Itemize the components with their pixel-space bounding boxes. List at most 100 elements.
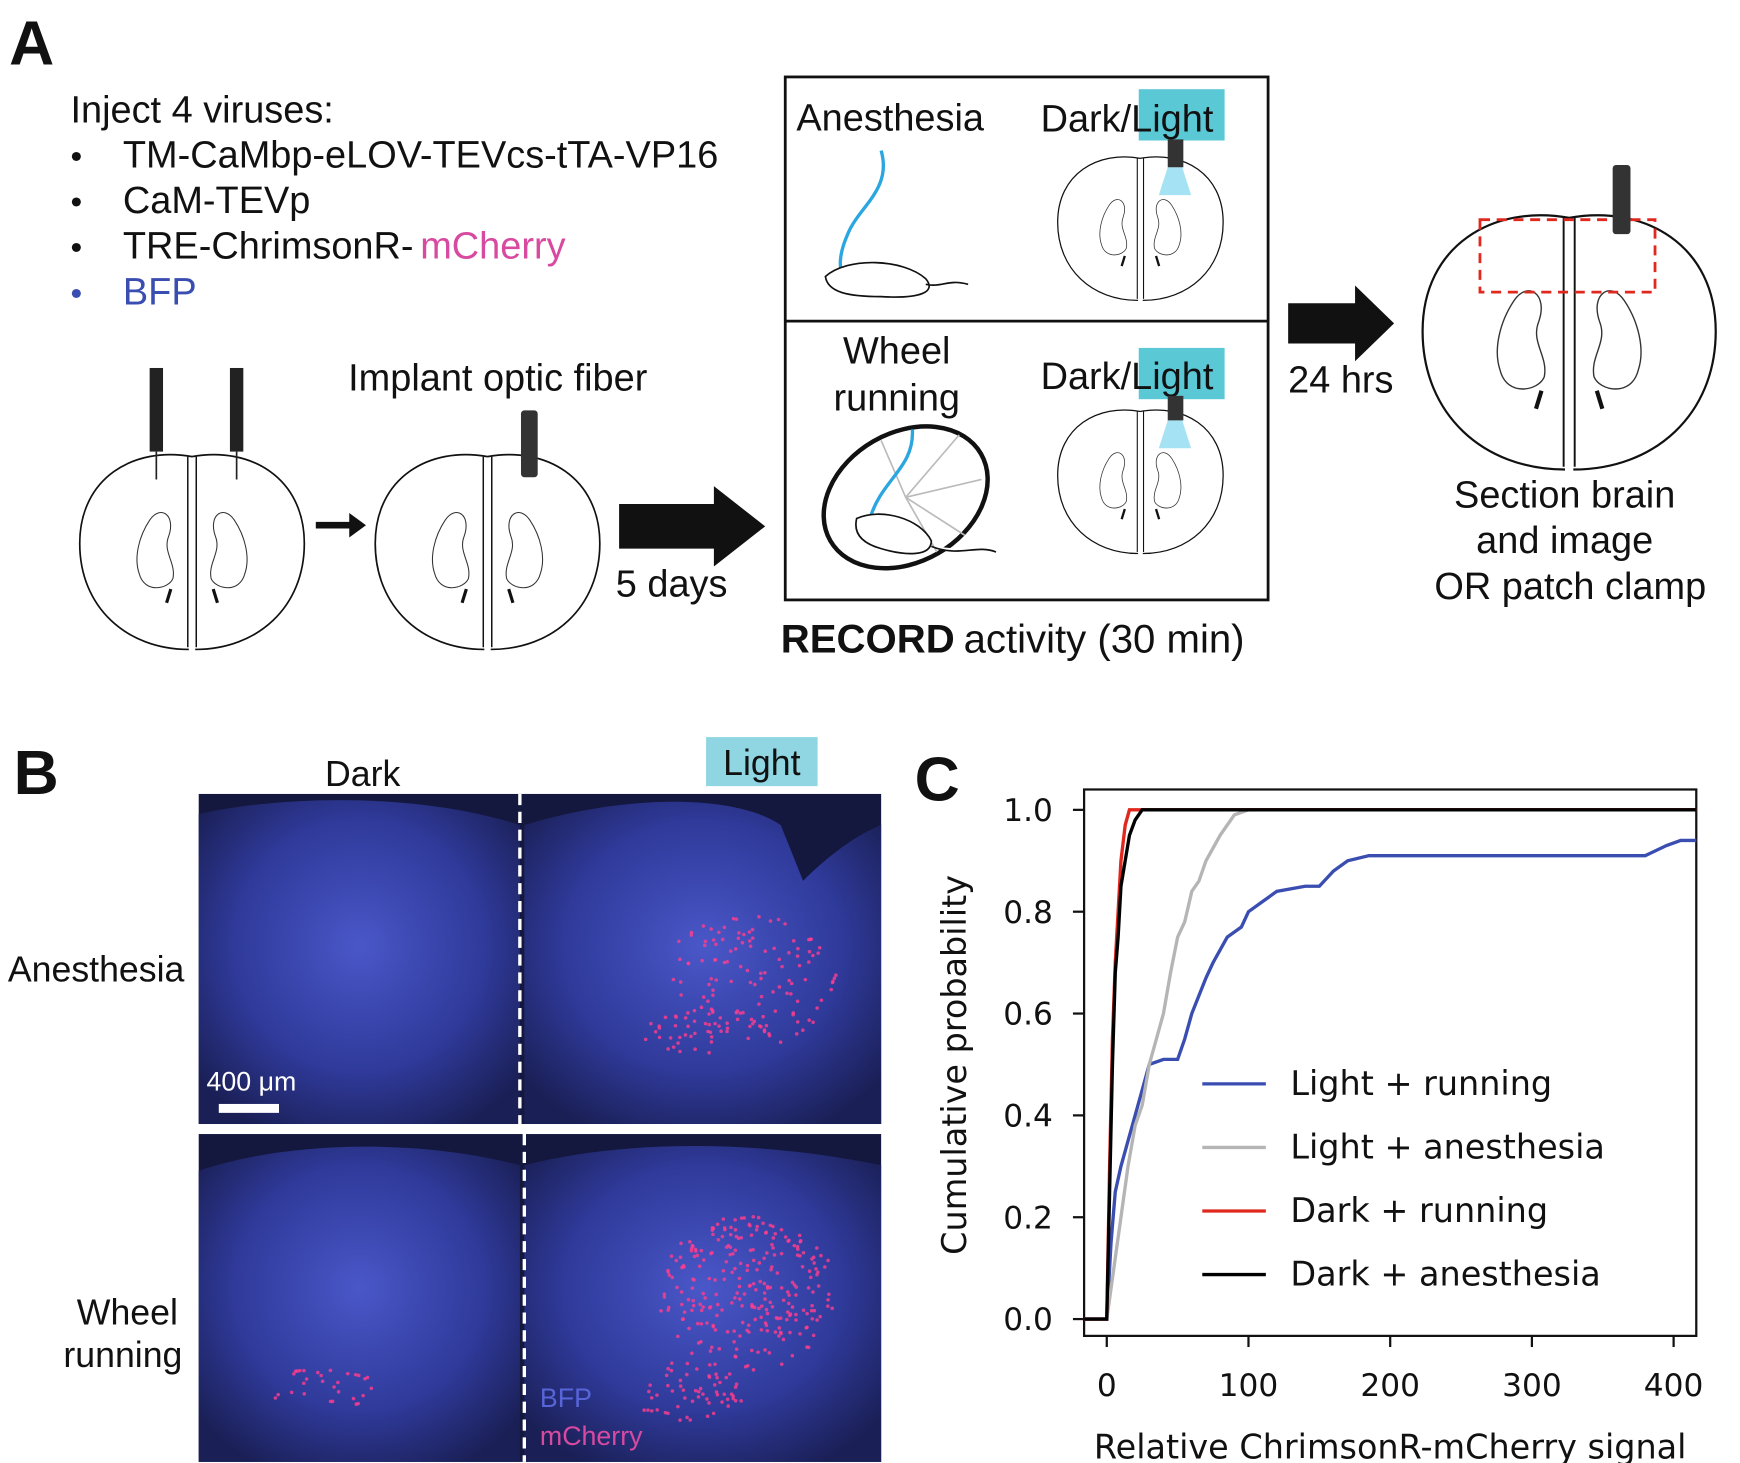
cell <box>792 1243 797 1248</box>
cdf-line <box>1084 838 1697 1321</box>
cell <box>794 1285 799 1289</box>
cell <box>741 1010 745 1015</box>
cell <box>783 1235 788 1239</box>
cell <box>790 1305 795 1309</box>
cell <box>789 981 794 986</box>
cell <box>699 1005 704 1010</box>
x-tick-label: 0 <box>1097 1368 1117 1404</box>
cell <box>826 1298 830 1302</box>
cell <box>810 1303 814 1308</box>
cell <box>832 976 837 981</box>
cell <box>655 1393 659 1397</box>
cell <box>733 1296 737 1300</box>
cell <box>709 1345 714 1350</box>
cell <box>809 1308 814 1313</box>
tether <box>838 150 885 280</box>
cell <box>763 1231 768 1235</box>
cell <box>747 1284 752 1288</box>
cell <box>807 949 812 954</box>
cell <box>356 1373 361 1378</box>
cell <box>707 1012 711 1016</box>
cell <box>709 1040 714 1044</box>
cell <box>679 1290 684 1294</box>
cell <box>687 1326 691 1331</box>
cell <box>736 936 741 941</box>
column-label: Dark <box>325 754 400 794</box>
wait-label: 24 hrs <box>1288 360 1393 402</box>
cell <box>795 999 800 1004</box>
cell <box>725 960 730 964</box>
cell <box>794 1318 798 1322</box>
cell <box>354 1402 359 1406</box>
cell <box>812 1261 816 1265</box>
cell <box>790 1280 795 1285</box>
cell <box>695 1321 700 1326</box>
cell <box>716 1238 721 1242</box>
cell <box>712 1383 717 1387</box>
cell <box>721 1269 726 1273</box>
cell <box>690 1286 695 1290</box>
cell <box>773 1232 778 1236</box>
cell <box>748 980 753 985</box>
cell <box>675 1285 679 1290</box>
cell <box>692 1008 697 1013</box>
virus-name: TM-CaMbp-eLOV-TEVcs-tTA-VP16 <box>123 134 718 176</box>
cell <box>729 979 733 984</box>
cell <box>800 1264 805 1269</box>
cell <box>738 964 743 969</box>
cell <box>701 924 706 928</box>
cell <box>722 1392 727 1397</box>
optic-fiber <box>1167 395 1184 421</box>
cell <box>676 1041 680 1045</box>
condition-label: running <box>834 377 960 419</box>
cell <box>692 1019 697 1024</box>
cell <box>720 1400 724 1404</box>
cell <box>803 977 808 982</box>
cell <box>765 1251 769 1255</box>
chart: 0.0 0.2 0.4 0.6 0.8 1.0 0 100 200 300 400 Relative … <box>935 788 1703 1463</box>
cell <box>689 1034 693 1039</box>
cell <box>725 1026 730 1031</box>
mouse <box>855 513 997 555</box>
cell <box>690 1399 695 1404</box>
cell <box>801 1028 805 1032</box>
cell <box>805 1311 809 1316</box>
cell <box>724 1375 729 1380</box>
cell <box>807 1018 811 1022</box>
virus-text: TM-CaMbp-eLOV-TEVcs-tTA-VP16 <box>123 134 718 176</box>
cell <box>755 1224 759 1229</box>
cell <box>703 939 708 944</box>
cell <box>725 1330 730 1334</box>
cell <box>733 1398 738 1403</box>
light-highlight <box>1138 347 1225 400</box>
cell <box>815 1318 819 1322</box>
cell <box>807 960 811 964</box>
cell <box>688 1418 692 1422</box>
cell <box>795 954 800 958</box>
light-text: Light <box>1131 99 1214 141</box>
cell <box>302 1392 307 1396</box>
cell <box>753 982 757 987</box>
cell <box>748 1248 753 1253</box>
cell <box>818 1314 822 1319</box>
channel-label: mCherry <box>540 1421 643 1451</box>
y-tick-label: 0.8 <box>1003 895 1053 931</box>
cell <box>709 1035 714 1039</box>
cell <box>669 1368 674 1373</box>
cell <box>747 939 752 943</box>
cell <box>770 1265 774 1269</box>
cell <box>788 1312 793 1316</box>
cell <box>779 1362 784 1366</box>
cell <box>771 990 775 994</box>
cell <box>830 980 835 985</box>
row-label: Anesthesia <box>8 949 185 989</box>
cell <box>801 1308 806 1313</box>
cell <box>721 1217 726 1221</box>
cell <box>814 1267 818 1271</box>
cell <box>776 1316 780 1321</box>
light-highlight <box>1138 89 1225 141</box>
cell <box>707 1375 712 1379</box>
cell <box>773 1009 778 1013</box>
cell <box>649 1396 654 1400</box>
cell <box>702 943 707 948</box>
